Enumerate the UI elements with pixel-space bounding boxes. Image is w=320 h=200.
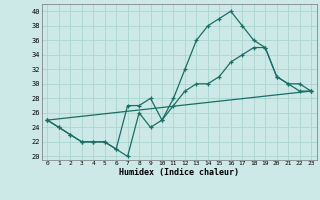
X-axis label: Humidex (Indice chaleur): Humidex (Indice chaleur) — [119, 168, 239, 177]
